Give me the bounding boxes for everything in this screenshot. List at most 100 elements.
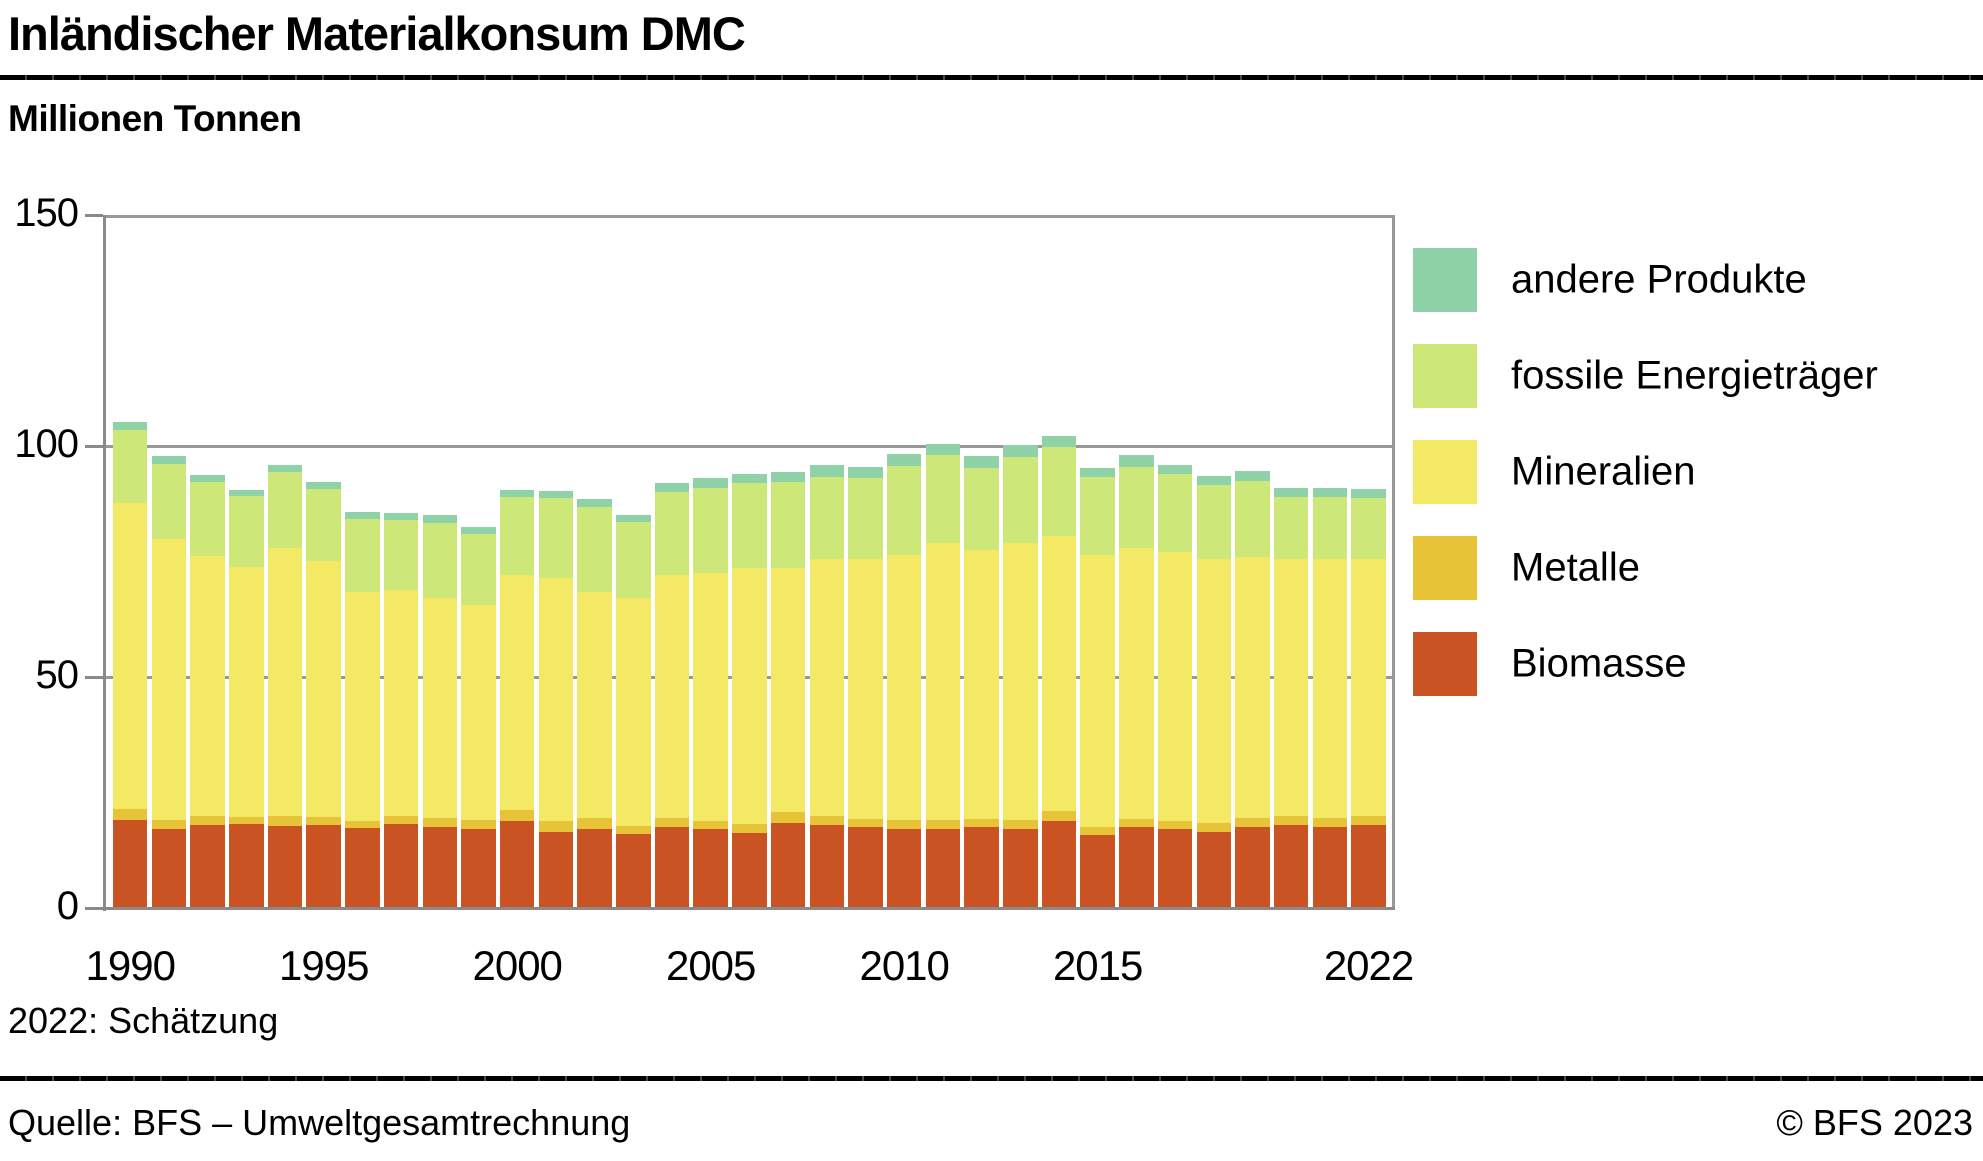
bar-segment-andere-produkte-2000 <box>499 489 535 498</box>
bar-segment-mineralien-2016 <box>1119 547 1154 819</box>
bar-segment-mineralien-2017 <box>1157 552 1193 822</box>
bar-segment-biomasse-2020 <box>1273 824 1309 908</box>
bar-segment-metalle-2012 <box>964 818 999 828</box>
bar-segment-mineralien-1993 <box>229 567 264 817</box>
bar-segment-biomasse-2003 <box>616 834 651 908</box>
bar-segment-mineralien-2008 <box>809 559 845 816</box>
bar-2000 <box>499 489 535 908</box>
bar-segment-andere-produkte-2004 <box>654 482 690 493</box>
bar-segment-biomasse-2016 <box>1119 827 1154 908</box>
bar-2021 <box>1312 487 1348 908</box>
bar-segment-mineralien-2010 <box>886 554 922 821</box>
bar-segment-biomasse-2012 <box>964 827 999 908</box>
bar-segment-mineralien-2006 <box>732 568 767 825</box>
bar-segment-fossile-energietr-ger-2019 <box>1235 480 1270 557</box>
legend-swatch-andere-produkte <box>1413 248 1477 312</box>
bar-segment-andere-produkte-1994 <box>267 464 303 473</box>
bar-segment-andere-produkte-1993 <box>229 489 264 497</box>
bar-segment-biomasse-2022 <box>1351 824 1386 908</box>
bar-segment-metalle-2002 <box>577 817 612 829</box>
bar-segment-mineralien-2009 <box>848 559 883 819</box>
bar-segment-fossile-energietr-ger-2020 <box>1273 496 1309 560</box>
bar-segment-fossile-energietr-ger-1995 <box>306 488 341 561</box>
bar-segment-metalle-2005 <box>693 821 728 830</box>
bar-segment-fossile-energietr-ger-1991 <box>151 464 187 539</box>
bar-segment-andere-produkte-2017 <box>1157 464 1193 474</box>
bar-segment-biomasse-2007 <box>770 822 806 908</box>
bar-segment-metalle-2013 <box>1003 820 1038 830</box>
bar-segment-andere-produkte-2003 <box>616 514 651 522</box>
bar-segment-metalle-2015 <box>1080 826 1115 835</box>
bar-segment-mineralien-2002 <box>577 591 612 818</box>
bar-segment-mineralien-2001 <box>538 577 574 822</box>
bar-segment-metalle-1997 <box>383 816 419 824</box>
bar-segment-biomasse-2008 <box>809 824 845 908</box>
bar-segment-andere-produkte-2019 <box>1235 471 1270 481</box>
bar-segment-biomasse-1992 <box>190 824 225 908</box>
bar-segment-fossile-energietr-ger-2013 <box>1003 456 1038 544</box>
x-tick-label-2010: 2010 <box>859 942 949 989</box>
bar-1993 <box>229 489 264 908</box>
bar-segment-metalle-2007 <box>770 812 806 823</box>
bar-segment-metalle-2017 <box>1157 821 1193 830</box>
bar-segment-biomasse-2010 <box>886 829 922 908</box>
bar-segment-biomasse-1991 <box>151 828 187 908</box>
bar-segment-fossile-energietr-ger-2018 <box>1196 485 1231 560</box>
bar-2012 <box>964 456 999 908</box>
bar-segment-biomasse-2004 <box>654 827 690 908</box>
bar-segment-biomasse-2018 <box>1196 831 1231 908</box>
footer-separator-rule <box>0 1076 1983 1081</box>
bar-1995 <box>306 481 341 908</box>
y-tick-100 <box>85 445 103 448</box>
bar-segment-metalle-1991 <box>151 820 187 829</box>
bar-segment-metalle-2020 <box>1273 815 1309 825</box>
bar-segment-mineralien-2011 <box>925 543 961 821</box>
bar-segment-mineralien-1998 <box>422 598 458 818</box>
bar-segment-biomasse-2000 <box>499 821 535 908</box>
bar-segment-fossile-energietr-ger-2012 <box>964 467 999 550</box>
bar-segment-andere-produkte-2010 <box>886 454 922 466</box>
legend-label: Biomasse <box>1511 641 1687 686</box>
bar-segment-fossile-energietr-ger-1998 <box>422 522 458 599</box>
bar-segment-andere-produkte-2009 <box>848 466 883 479</box>
bar-segment-metalle-1999 <box>461 820 496 829</box>
footnote: 2022: Schätzung <box>8 1000 279 1041</box>
bar-segment-biomasse-1997 <box>383 823 419 908</box>
bar-segment-metalle-2010 <box>886 820 922 830</box>
bar-segment-metalle-2009 <box>848 818 883 828</box>
bar-segment-metalle-2003 <box>616 825 651 835</box>
bar-segment-biomasse-2009 <box>848 827 883 908</box>
bar-segment-fossile-energietr-ger-2004 <box>654 492 690 576</box>
legend-swatch-mineralien <box>1413 440 1477 504</box>
copyright-text: © BFS 2023 <box>1776 1102 1973 1143</box>
bar-segment-biomasse-1998 <box>422 827 458 908</box>
bar-segment-andere-produkte-1997 <box>383 513 419 521</box>
bar-segment-andere-produkte-1999 <box>461 527 496 535</box>
bar-segment-metalle-2004 <box>654 817 690 828</box>
bar-2018 <box>1196 476 1231 908</box>
bar-segment-biomasse-2015 <box>1080 835 1115 908</box>
bar-segment-fossile-energietr-ger-2021 <box>1312 496 1348 560</box>
bar-segment-mineralien-1992 <box>190 556 225 816</box>
bar-segment-andere-produkte-2007 <box>770 472 806 482</box>
bar-segment-biomasse-2006 <box>732 832 767 908</box>
bar-segment-metalle-1996 <box>345 821 380 829</box>
legend-label: andere Produkte <box>1511 257 1807 302</box>
bar-segment-metalle-1995 <box>306 816 341 826</box>
bar-segment-mineralien-2000 <box>499 575 535 811</box>
x-tick-label-2000: 2000 <box>472 942 562 989</box>
bar-2011 <box>925 443 961 908</box>
x-tick-label-2022: 2022 <box>1323 942 1414 989</box>
bar-1994 <box>267 464 303 908</box>
bar-segment-mineralien-2014 <box>1041 536 1077 811</box>
bar-1999 <box>461 527 496 908</box>
bar-2003 <box>616 514 651 908</box>
bar-segment-biomasse-2017 <box>1157 829 1193 908</box>
bar-segment-andere-produkte-2011 <box>925 443 961 456</box>
bar-segment-andere-produkte-2002 <box>577 499 612 507</box>
bar-segment-fossile-energietr-ger-1997 <box>383 520 419 590</box>
legend-label: Metalle <box>1511 545 1640 590</box>
x-tick-label-2005: 2005 <box>665 942 756 989</box>
bar-segment-andere-produkte-2022 <box>1351 488 1386 498</box>
bar-1990 <box>113 422 148 908</box>
